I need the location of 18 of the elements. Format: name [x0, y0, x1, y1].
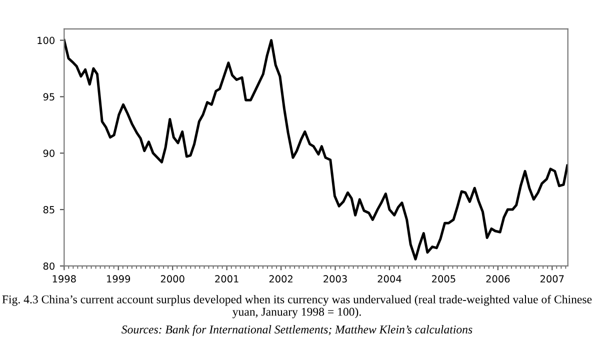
x-tick-label: 2005 [432, 275, 456, 283]
y-tick-label: 85 [43, 206, 54, 214]
x-tick-label: 2002 [269, 275, 292, 283]
x-tick-label: 2000 [160, 275, 184, 283]
caption: Fig. 4.3 China’s current account surplus developed when its currency was undervalued (real trade-weighted value of Chinese yuan, January 1998 = 100). [2, 294, 592, 318]
x-tick-label: 1998 [52, 275, 76, 283]
x-tick-label: 2007 [540, 275, 564, 283]
line-series [64, 39, 568, 260]
x-tick-label: 2006 [486, 275, 510, 283]
x-tick-label: 2004 [378, 275, 402, 283]
y-tick-label: 100 [38, 36, 54, 44]
x-tick-label: 2003 [324, 275, 347, 283]
x-tick-label: 2001 [215, 275, 238, 283]
y-tick-label: 95 [43, 93, 54, 101]
source-note: Sources: Bank for International Settlements; Matthew Klein’s calculations [122, 325, 472, 336]
y-tick-label: 90 [43, 150, 54, 157]
y-tick-label: 80 [43, 262, 54, 270]
x-tick-label: 1999 [107, 275, 130, 283]
